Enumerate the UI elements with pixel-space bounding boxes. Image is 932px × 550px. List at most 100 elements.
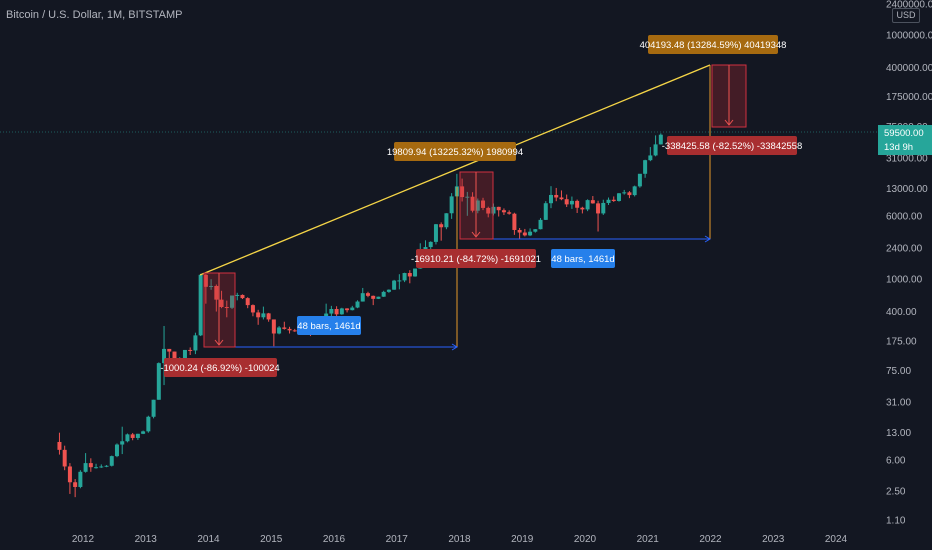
time-tick-label: 2013: [135, 534, 158, 545]
candle-body: [282, 327, 287, 329]
candle: [501, 208, 506, 216]
candle-body: [287, 328, 292, 331]
candle: [548, 186, 553, 209]
candle: [73, 479, 78, 498]
badge-mid-bars[interactable]: 48 bars, 1461d: [551, 249, 615, 268]
candle-body: [203, 274, 208, 287]
candle-body: [486, 207, 491, 214]
candle-body: [543, 203, 548, 220]
candle: [83, 453, 88, 473]
time-tick-label: 2018: [448, 534, 471, 545]
price-axis[interactable]: 2400000.00 1000000.00 400000.00 175000.00 75…: [886, 0, 932, 527]
candle-body: [230, 295, 235, 308]
candle-body: [355, 301, 360, 308]
time-tick-label: 2024: [825, 534, 848, 545]
candle-body: [538, 219, 543, 230]
candle-body: [439, 224, 444, 228]
candle-body: [653, 144, 658, 156]
candle: [94, 463, 99, 469]
time-axis[interactable]: 2012 2013 2014 2015 2016 2017 2018 2019 2020 2021…: [72, 534, 848, 545]
candle-body: [224, 306, 229, 308]
candle-body: [481, 200, 486, 208]
candle-body: [271, 319, 276, 334]
candle-body: [643, 160, 648, 174]
candle-body: [658, 134, 663, 145]
candle: [141, 430, 146, 435]
badge-low-drop-text: -1000.24 (-86.92%) -100024: [160, 363, 279, 374]
candle-body: [94, 467, 99, 469]
candle-body: [360, 293, 365, 302]
candle-body: [470, 196, 475, 211]
candle: [198, 273, 203, 337]
price-tick-label: 2400000.00: [886, 0, 932, 11]
price-tick-label: 175000.00: [886, 92, 932, 103]
candle-body: [365, 293, 370, 296]
candle-body: [78, 471, 83, 487]
trend-line-top[interactable]: [199, 64, 711, 276]
candle-body: [601, 202, 606, 214]
candle: [575, 199, 580, 213]
candle: [329, 305, 334, 317]
candle-body: [135, 433, 140, 438]
candle-body: [381, 291, 386, 297]
candle-body: [172, 351, 177, 362]
price-tick-label: 13000.00: [886, 184, 928, 195]
candle-body: [156, 363, 161, 400]
candle: [365, 291, 370, 298]
price-tick-label: 75.00: [886, 366, 911, 377]
candle: [67, 463, 72, 494]
time-tick-label: 2022: [699, 534, 722, 545]
candle-body: [188, 349, 193, 351]
candle: [475, 198, 480, 214]
currency-button[interactable]: USD: [892, 8, 920, 23]
candle-body: [512, 213, 517, 230]
candle: [386, 289, 391, 293]
candle-body: [371, 295, 376, 299]
candle: [585, 199, 590, 212]
candle: [653, 135, 658, 157]
badge-mid-gain[interactable]: 19809.94 (13225.32%) 1980994: [387, 142, 523, 161]
ruler-arrow-low: [451, 343, 458, 351]
candle-body: [376, 296, 381, 299]
candle: [413, 268, 418, 277]
current-price-countdown: 13d 9h: [884, 142, 913, 153]
candle: [569, 196, 574, 209]
candle-body: [585, 200, 590, 210]
candle-body: [141, 431, 146, 434]
candle-body: [423, 247, 428, 250]
candle: [114, 443, 119, 458]
price-tick-label: 6.00: [886, 456, 906, 467]
candle: [57, 432, 62, 455]
candle: [339, 307, 344, 315]
badge-mid-drop[interactable]: -16910.21 (-84.72%) -1691021: [411, 249, 541, 268]
candle-body: [329, 308, 334, 314]
candle-body: [648, 155, 653, 161]
candle: [522, 228, 527, 237]
candle: [334, 306, 339, 317]
badge-top-gain[interactable]: 404193.48 (13284.59%) 40419348: [640, 35, 787, 54]
candle-body: [449, 196, 454, 214]
badge-low-drop[interactable]: -1000.24 (-86.92%) -100024: [160, 358, 280, 377]
candle-body: [151, 399, 156, 417]
price-tick-label: 1.10: [886, 516, 906, 527]
candle-body: [339, 308, 344, 315]
candle: [214, 284, 219, 312]
candle-body: [590, 200, 595, 204]
badge-low-bars[interactable]: 48 bars, 1461d: [297, 316, 361, 335]
symbol-title[interactable]: Bitcoin / U.S. Dollar, 1M, BITSTAMP: [6, 9, 183, 21]
candle-body: [125, 434, 130, 442]
candle: [120, 426, 125, 455]
candle: [444, 213, 449, 230]
candle: [627, 191, 632, 199]
candle-body: [350, 307, 355, 311]
badge-top-drop[interactable]: -338425.58 (-82.52%) -33842558: [662, 136, 803, 155]
candle: [496, 206, 501, 217]
candle: [507, 210, 512, 215]
candle: [449, 193, 454, 219]
candle: [470, 192, 475, 213]
candle-body: [73, 482, 78, 487]
candle-body: [428, 241, 433, 248]
candle: [622, 189, 627, 195]
